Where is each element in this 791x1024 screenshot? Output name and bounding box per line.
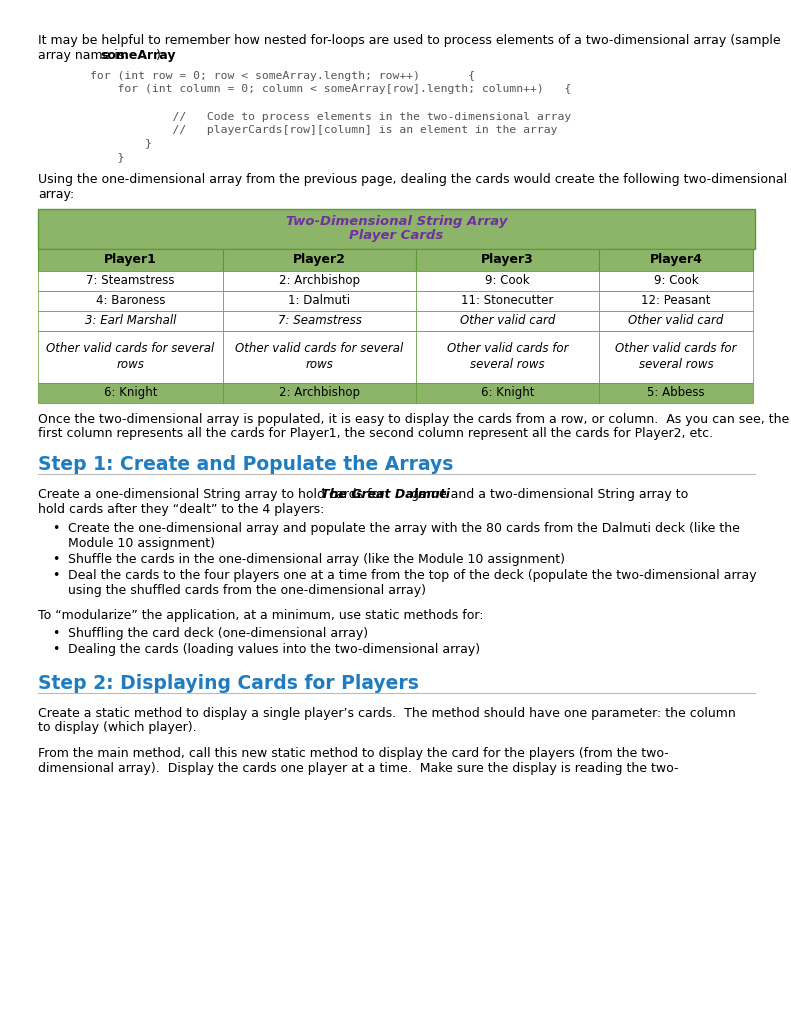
Text: •: • [52, 553, 59, 566]
Text: Create a static method to display a single player’s cards.  The method should ha: Create a static method to display a sing… [38, 707, 736, 720]
Bar [223, 291, 416, 310]
Text: hold cards after they “dealt” to the 4 players:: hold cards after they “dealt” to the 4 p… [38, 503, 324, 515]
Bar [416, 310, 599, 331]
Bar [416, 331, 599, 383]
Bar [223, 249, 416, 270]
Text: Other valid cards for several
rows: Other valid cards for several rows [236, 342, 403, 371]
Text: 7: Seamstress: 7: Seamstress [278, 314, 361, 327]
Bar [416, 249, 599, 270]
Text: using the shuffled cards from the one-dimensional array): using the shuffled cards from the one-di… [68, 584, 426, 597]
Bar [223, 270, 416, 291]
Text: ):: ): [156, 48, 165, 61]
Text: 4: Baroness: 4: Baroness [96, 294, 165, 307]
Text: Other valid cards for
several rows: Other valid cards for several rows [447, 342, 568, 371]
Bar [599, 270, 753, 291]
Text: for (int row = 0; row < someArray.length; row++)       {: for (int row = 0; row < someArray.length… [90, 71, 475, 81]
Text: 5: Abbess: 5: Abbess [647, 386, 705, 399]
Bar [223, 331, 416, 383]
Text: Other valid card: Other valid card [460, 314, 555, 327]
Text: //   Code to process elements in the two-dimensional array: // Code to process elements in the two-d… [90, 112, 571, 122]
Bar [223, 310, 416, 331]
Text: 7: Steamstress: 7: Steamstress [86, 274, 175, 287]
Bar [38, 383, 223, 402]
Text: It may be helpful to remember how nested for-loops are used to process elements : It may be helpful to remember how nested… [38, 34, 781, 47]
Text: //   playerCards[row][column] is an element in the array: // playerCards[row][column] is an elemen… [90, 125, 558, 135]
Text: Player1: Player1 [104, 253, 157, 266]
Text: 2: Archbishop: 2: Archbishop [279, 274, 360, 287]
Text: 6: Knight: 6: Knight [104, 386, 157, 399]
Text: Module 10 assignment): Module 10 assignment) [68, 537, 215, 550]
Bar [416, 270, 599, 291]
Text: }: } [90, 152, 124, 162]
Text: Other valid card: Other valid card [628, 314, 724, 327]
Bar [38, 291, 223, 310]
Bar [416, 383, 599, 402]
Text: array name is: array name is [38, 48, 128, 61]
Text: array:: array: [38, 188, 74, 201]
Text: From the main method, call this new static method to display the card for the pl: From the main method, call this new stat… [38, 748, 668, 761]
Text: •: • [52, 627, 59, 640]
Text: 1: Dalmuti: 1: Dalmuti [289, 294, 350, 307]
Text: Dealing the cards (loading values into the two-dimensional array): Dealing the cards (loading values into t… [68, 643, 480, 656]
Text: To “modularize” the application, at a minimum, use static methods for:: To “modularize” the application, at a mi… [38, 608, 483, 622]
Bar [38, 310, 223, 331]
Text: Create a one-dimensional String array to hold cards for: Create a one-dimensional String array to… [38, 488, 388, 501]
Bar [38, 270, 223, 291]
Bar [599, 291, 753, 310]
Bar [38, 209, 755, 249]
Text: Other valid cards for several
rows: Other valid cards for several rows [47, 342, 214, 371]
Bar [599, 331, 753, 383]
Text: Shuffle the cards in the one-dimensional array (like the Module 10 assignment): Shuffle the cards in the one-dimensional… [68, 553, 565, 566]
Text: 6: Knight: 6: Knight [481, 386, 534, 399]
Text: •: • [52, 522, 59, 535]
Text: Once the two-dimensional array is populated, it is easy to display the cards fro: Once the two-dimensional array is popula… [38, 413, 789, 426]
Text: 3: Earl Marshall: 3: Earl Marshall [85, 314, 176, 327]
Text: The Great Dalmuti: The Great Dalmuti [321, 488, 450, 501]
Text: 12: Peasant: 12: Peasant [642, 294, 711, 307]
Bar [599, 310, 753, 331]
Bar [599, 249, 753, 270]
Text: Player2: Player2 [293, 253, 346, 266]
Text: dimensional array).  Display the cards one player at a time.  Make sure the disp: dimensional array). Display the cards on… [38, 762, 679, 775]
Text: 11: Stonecutter: 11: Stonecutter [461, 294, 554, 307]
Text: •: • [52, 569, 59, 583]
Text: game and a two-dimensional String array to: game and a two-dimensional String array … [407, 488, 688, 501]
Text: }: } [90, 138, 152, 148]
Text: for (int column = 0; column < someArray[row].length; column++)   {: for (int column = 0; column < someArray[… [90, 85, 571, 94]
Bar [223, 383, 416, 402]
Text: 9: Cook: 9: Cook [485, 274, 530, 287]
Bar [416, 291, 599, 310]
Bar [38, 249, 223, 270]
Text: Other valid cards for
several rows: Other valid cards for several rows [615, 342, 736, 371]
Text: Player4: Player4 [649, 253, 702, 266]
Bar [599, 383, 753, 402]
Text: to display (which player).: to display (which player). [38, 721, 197, 734]
Text: Using the one-dimensional array from the previous page, dealing the cards would : Using the one-dimensional array from the… [38, 173, 787, 186]
Text: Two-Dimensional String Array
Player Cards: Two-Dimensional String Array Player Card… [286, 214, 507, 243]
Text: 2: Archbishop: 2: Archbishop [279, 386, 360, 399]
Text: first column represents all the cards for Player1, the second column represent a: first column represents all the cards fo… [38, 427, 713, 440]
Text: Player3: Player3 [481, 253, 534, 266]
Text: Step 2: Displaying Cards for Players: Step 2: Displaying Cards for Players [38, 674, 419, 693]
Text: 9: Cook: 9: Cook [653, 274, 698, 287]
Text: •: • [52, 643, 59, 656]
Text: someArray: someArray [100, 48, 176, 61]
Text: Step 1: Create and Populate the Arrays: Step 1: Create and Populate the Arrays [38, 456, 453, 474]
Text: Shuffling the card deck (one-dimensional array): Shuffling the card deck (one-dimensional… [68, 627, 368, 640]
Text: Create the one-dimensional array and populate the array with the 80 cards from t: Create the one-dimensional array and pop… [68, 522, 740, 535]
Text: Deal the cards to the four players one at a time from the top of the deck (popul: Deal the cards to the four players one a… [68, 569, 757, 583]
Bar [38, 331, 223, 383]
